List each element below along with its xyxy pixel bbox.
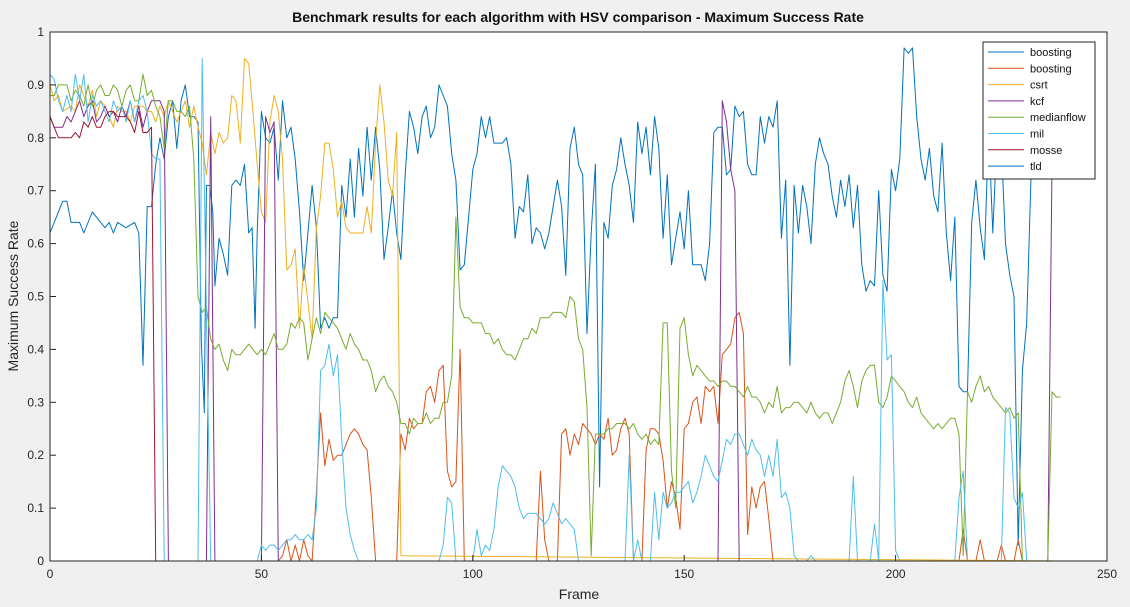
legend: boosting boosting csrt kcf medianflow mil moss…: [982, 41, 1096, 180]
x-tick-label: 50: [255, 567, 269, 581]
series-line-3: [49, 100, 1057, 562]
y-tick-label: 0: [37, 554, 44, 568]
series-line-6: [49, 110, 1065, 562]
legend-box: [982, 41, 1096, 180]
series-line-0: [49, 47, 1057, 546]
y-tick-label: 0.9: [27, 78, 44, 92]
legend-entry-4: medianflow: [1030, 112, 1086, 124]
legend-entry-6: mosse: [1030, 145, 1062, 157]
legend-entry-5: mil: [1030, 129, 1044, 141]
x-tick-label: 100: [463, 567, 483, 581]
y-axis-label: Maximum Success Rate: [5, 220, 21, 371]
series-line-4: [50, 73, 1061, 562]
y-tick-label: 0.5: [27, 290, 44, 304]
y-tick-label: 0.6: [27, 237, 44, 251]
y-tick-label: 0.8: [27, 131, 44, 145]
chart-title: Benchmark results for each algorithm wit…: [292, 9, 864, 25]
y-tick-label: 0.1: [27, 501, 44, 515]
y-tick-label: 0.4: [27, 342, 44, 356]
x-axis-label: Frame: [559, 586, 600, 602]
x-tick-label: 250: [1097, 567, 1117, 581]
legend-entry-1: boosting: [1030, 63, 1072, 75]
legend-entry-0: boosting: [1030, 47, 1072, 59]
x-tick-label: 200: [886, 567, 906, 581]
series-line-2: [49, 58, 1065, 562]
legend-entry-7: tld: [1030, 161, 1042, 173]
tick-layer: 0 50 100 150 200 250 0 0.1 0.2 0.3 0.4 0.5 0.6 0.7 0.8…: [27, 25, 1117, 581]
y-tick-label: 0.3: [27, 395, 44, 409]
series-line-1: [50, 311, 1061, 562]
plot-area: [50, 32, 1107, 561]
x-tick-label: 0: [47, 567, 54, 581]
y-tick-label: 1: [37, 25, 44, 39]
legend-entry-3: kcf: [1030, 96, 1045, 108]
x-tick-label: 150: [674, 567, 694, 581]
y-tick-label: 0.7: [27, 184, 44, 198]
legend-entry-2: csrt: [1030, 80, 1048, 92]
y-tick-label: 0.2: [27, 448, 44, 462]
